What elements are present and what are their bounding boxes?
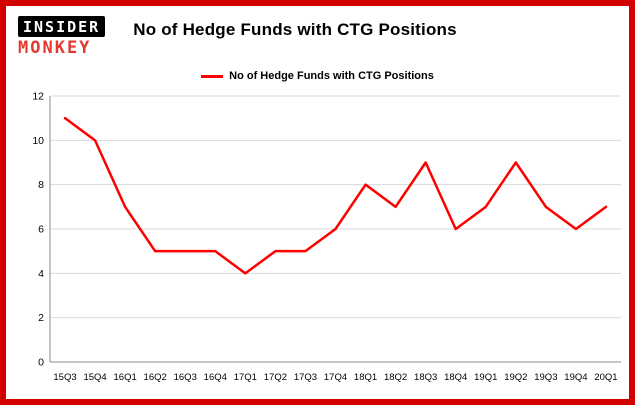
legend-line-swatch <box>201 74 224 78</box>
series-line <box>63 116 608 275</box>
y-tick-label: 12 <box>32 91 44 103</box>
y-tick-label: 0 <box>38 357 44 369</box>
x-tick-label: 19Q4 <box>564 372 587 383</box>
y-tick-label: 10 <box>32 135 44 147</box>
y-tick-label: 4 <box>38 268 44 280</box>
x-tick-label: 16Q3 <box>174 372 197 383</box>
insider-monkey-logo: INSIDER MONKEY <box>18 16 106 58</box>
x-tick-label: 16Q4 <box>204 372 227 383</box>
x-tick-label: 18Q1 <box>354 372 377 383</box>
x-tick-label: 18Q3 <box>414 372 437 383</box>
y-tick-label: 6 <box>38 224 44 236</box>
x-tick-label: 19Q3 <box>534 372 557 383</box>
x-tick-label: 15Q3 <box>53 372 76 383</box>
chart-title: No of Hedge Funds with CTG Positions <box>133 20 457 39</box>
logo-monkey-text: MONKEY <box>18 38 92 58</box>
x-tick-label: 16Q1 <box>114 372 137 383</box>
x-tick-label: 17Q3 <box>294 372 317 383</box>
y-tick-label: 2 <box>38 312 44 324</box>
x-tick-label: 18Q2 <box>384 372 407 383</box>
x-tick-label: 20Q1 <box>594 372 617 383</box>
x-tick-label: 18Q4 <box>444 372 467 383</box>
x-tick-label: 19Q2 <box>504 372 527 383</box>
line-chart: 0 2 4 6 8 10 12 15Q3 15Q4 16Q1 16Q2 16Q3 16Q4 17Q1 17Q… <box>32 91 621 383</box>
x-tick-label: 17Q1 <box>234 372 257 383</box>
x-tick-label: 15Q4 <box>83 372 106 383</box>
x-tick-label: 17Q4 <box>324 372 347 383</box>
header: INSIDER MONKEY No of Hedge Funds with CT… <box>14 12 621 58</box>
legend: No of Hedge Funds with CTG Positions <box>14 68 621 84</box>
legend-label: No of Hedge Funds with CTG Positions <box>229 70 434 82</box>
y-tick-label: 8 <box>38 179 44 191</box>
x-tick-label: 19Q1 <box>474 372 497 383</box>
x-tick-label: 16Q2 <box>144 372 167 383</box>
logo-insider-text: INSIDER <box>18 16 106 37</box>
page: INSIDER MONKEY No of Hedge Funds with CT… <box>6 6 629 393</box>
chart-area: 0 2 4 6 8 10 12 15Q3 15Q4 16Q1 16Q2 16Q3 16Q4 17Q1 17Q… <box>14 88 621 393</box>
x-tick-label: 17Q2 <box>264 372 287 383</box>
